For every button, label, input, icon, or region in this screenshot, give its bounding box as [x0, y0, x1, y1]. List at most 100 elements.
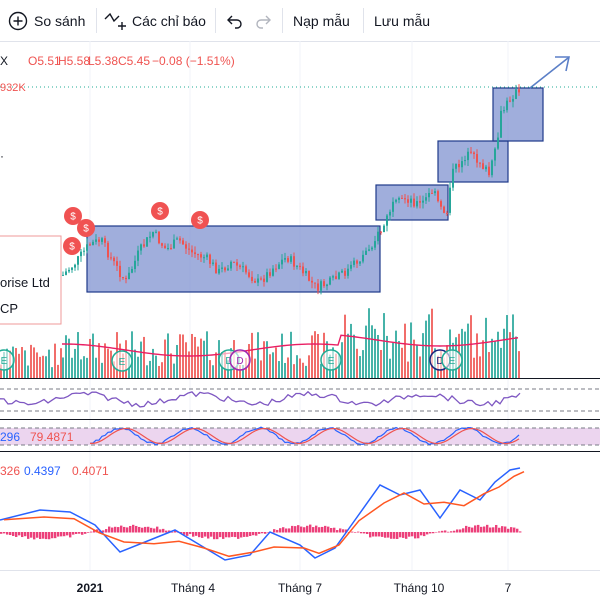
save-template-label: Lưu mẫu	[374, 12, 431, 29]
dividend-markers[interactable]: $ $ $ $ $	[63, 202, 209, 255]
event-badge[interactable]: E	[111, 350, 133, 372]
candle-body	[89, 244, 91, 246]
range-boxes[interactable]	[86, 87, 544, 293]
volume-bar	[380, 349, 382, 378]
candle-body	[77, 256, 79, 265]
candle-body	[98, 239, 100, 242]
macd-hist-bar	[378, 532, 381, 537]
macd-hist-bar	[198, 532, 201, 538]
macd-hist-bar	[420, 532, 423, 536]
volume-bar	[491, 338, 493, 378]
candle-body	[446, 212, 448, 214]
candle-body	[266, 272, 268, 282]
macd-hist-bar	[252, 532, 255, 536]
dividend-marker[interactable]: $	[64, 207, 82, 225]
event-badge[interactable]: E	[0, 349, 15, 371]
save-template-button[interactable]: Lưu mẫu	[374, 0, 430, 41]
load-template-label: Nạp mẫu	[293, 12, 350, 29]
candle-body	[116, 261, 118, 266]
dividend-marker[interactable]: $	[63, 237, 81, 255]
candle-body	[140, 244, 142, 251]
macd-hist-bar	[207, 532, 210, 539]
macd-hist-bar	[516, 528, 519, 533]
volume-bar	[482, 340, 484, 378]
event-badge[interactable]: E	[441, 349, 463, 371]
volume-bar	[320, 363, 322, 378]
candle-body	[275, 268, 277, 270]
volume-bar	[392, 342, 394, 378]
candle-body	[422, 200, 424, 203]
macd-hist-bar	[342, 529, 345, 533]
volume-bar	[344, 314, 346, 378]
macd-hist-bar	[168, 530, 171, 533]
volume-bar	[74, 348, 76, 378]
candle-body	[389, 211, 391, 216]
volume-bar	[140, 341, 142, 378]
candle-body	[92, 241, 94, 246]
candle-body	[317, 283, 319, 291]
candle-body	[173, 239, 175, 249]
candle-body	[452, 168, 454, 188]
macd-hist-bar	[24, 532, 27, 537]
candle-body	[257, 278, 259, 283]
candle-body	[425, 197, 427, 201]
macd-hist-bar	[60, 532, 63, 537]
event-badge[interactable]: D	[229, 349, 251, 371]
candle-body	[224, 267, 226, 271]
candle-body	[164, 245, 166, 249]
redo-button[interactable]	[254, 0, 272, 41]
macd-hist-bar	[162, 528, 165, 533]
macd-hist-bar	[45, 532, 48, 540]
volume-bar	[389, 358, 391, 378]
macd-hist-bar	[195, 532, 198, 536]
volume-bar	[134, 349, 136, 378]
candle-body	[407, 199, 409, 203]
candle-body	[410, 198, 412, 203]
macd-hist-bar	[204, 532, 207, 537]
candle-body	[110, 257, 112, 259]
trend-arrow[interactable]	[529, 56, 570, 89]
rsi-pane	[0, 388, 600, 412]
macd-hist-bar	[297, 525, 300, 533]
undo-icon	[227, 15, 242, 29]
volume-bar	[18, 353, 20, 378]
candle-body	[254, 280, 256, 283]
symbol-info-card[interactable]: orise Ltd CP	[0, 235, 62, 325]
candle-body	[344, 270, 346, 276]
macd-hist-bar	[375, 532, 378, 537]
undo-button[interactable]	[226, 0, 244, 41]
candle-body	[413, 198, 415, 207]
dividend-marker[interactable]: $	[191, 211, 209, 229]
dividend-marker[interactable]: $	[77, 219, 95, 237]
macd-hist-bar	[222, 532, 225, 539]
volume-bar	[422, 333, 424, 378]
macd-hist-bar	[471, 527, 474, 533]
indicators-button[interactable]: Các chỉ báo	[104, 0, 206, 41]
load-template-button[interactable]: Nạp mẫu	[293, 0, 350, 41]
volume-bar	[512, 314, 514, 378]
candle-body	[74, 264, 76, 268]
volume-bar	[39, 356, 41, 378]
candle-body	[395, 199, 397, 202]
macd-hist-bar	[345, 529, 348, 533]
volume-bar	[302, 362, 304, 378]
volume-bar	[62, 357, 64, 378]
volume-bar	[65, 335, 67, 378]
range-box[interactable]	[437, 140, 509, 183]
macd-hist-bar	[42, 532, 45, 539]
compare-button[interactable]: So sánh	[8, 0, 85, 41]
macd-hist-bar	[144, 526, 147, 533]
volume-bar	[242, 364, 244, 378]
event-badge[interactable]: E	[320, 349, 342, 371]
volume-bar	[362, 350, 364, 378]
dividend-marker[interactable]: $	[151, 202, 169, 220]
range-box[interactable]	[86, 225, 381, 293]
candle-body	[80, 251, 82, 257]
macd-hist-bar	[63, 532, 66, 537]
candle-body	[335, 276, 337, 279]
candle-body	[485, 166, 487, 170]
candle-body	[380, 231, 382, 233]
volume-bar	[494, 341, 496, 378]
